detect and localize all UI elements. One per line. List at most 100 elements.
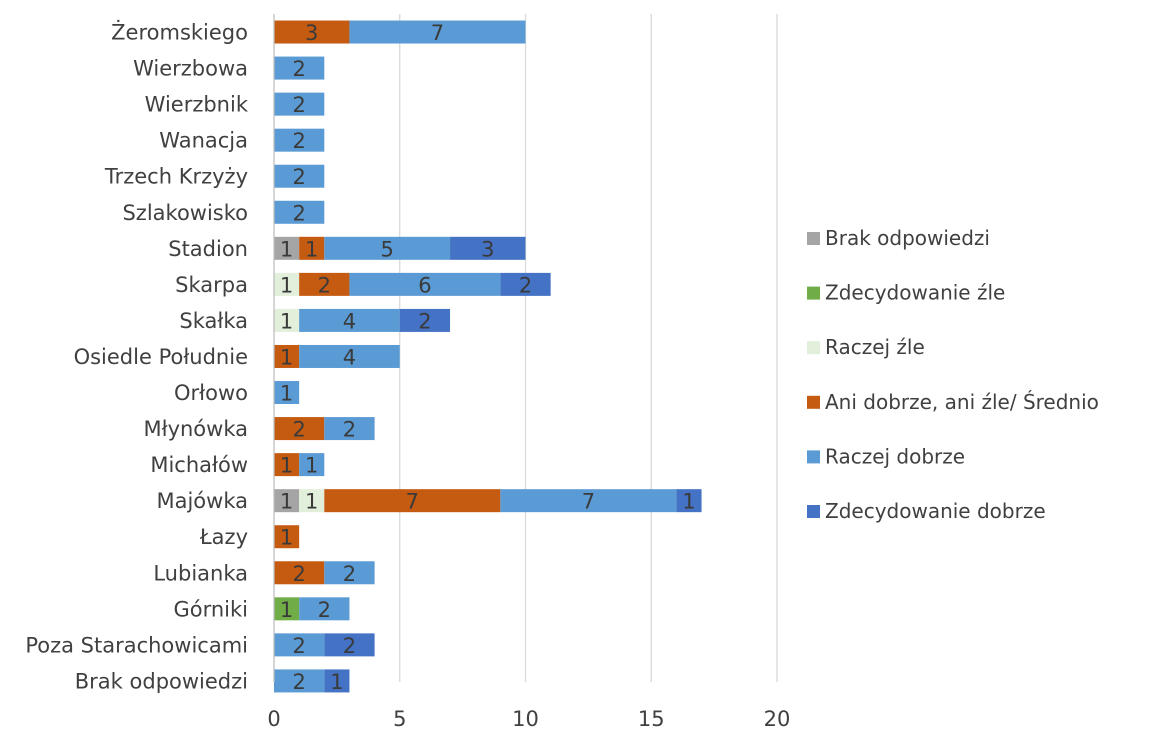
legend-swatch-raczej-dobrze (807, 450, 820, 464)
data-label: 4 (343, 309, 356, 333)
category-label-gorniki: Górniki (173, 597, 248, 621)
data-label: 1 (280, 526, 293, 550)
category-label-stadion: Stadion (168, 237, 248, 261)
category-label-orlowo: Orłowo (174, 381, 248, 405)
bar-segment-raczej-dobrze-lubianka (324, 561, 375, 585)
x-tick-label: 5 (393, 707, 406, 731)
data-label: 1 (305, 490, 318, 514)
bar-segment-ani-dobrze-ani-zle-srednio-skarpa (299, 272, 350, 296)
category-label-osiedle-poludnie: Osiedle Południe (74, 345, 248, 369)
legend-label-ani-dobrze-ani-zle-srednio: Ani dobrze, ani źle/ Średnio (825, 390, 1099, 414)
bar-segment-raczej-dobrze-osiedle-poludnie (299, 344, 400, 368)
bar-segment-raczej-dobrze-wanacja (274, 128, 325, 152)
data-label: 2 (343, 562, 356, 586)
data-label: 2 (343, 634, 356, 658)
data-label: 1 (280, 382, 293, 406)
data-label: 7 (406, 490, 419, 514)
category-label-majowka: Majówka (156, 489, 248, 513)
data-label: 1 (280, 598, 293, 622)
bar-segment-ani-dobrze-ani-zle-srednio-stadion (299, 236, 325, 260)
category-label-wierzbnik: Wierzbnik (145, 93, 249, 117)
bar-segment-raczej-dobrze-zeromskiego (349, 20, 526, 44)
data-label: 1 (305, 237, 318, 261)
x-tick-label: 20 (764, 707, 791, 731)
data-label: 7 (431, 21, 444, 45)
data-label: 1 (280, 490, 293, 514)
bar-segment-raczej-dobrze-brak-odpowiedzi (274, 669, 325, 693)
bar-segment-zdecydowanie-dobrze-majowka (676, 489, 702, 513)
bar-segment-ani-dobrze-ani-zle-srednio-zeromskiego (274, 20, 350, 44)
legend-label-zdecydowanie-zle: Zdecydowanie źle (825, 281, 1005, 305)
data-label: 2 (292, 165, 305, 189)
bar-segment-raczej-zle-skarpa (274, 272, 300, 296)
category-label-michalow: Michałów (150, 453, 248, 477)
category-label-skalka: Skałka (179, 309, 248, 333)
data-label: 1 (305, 454, 318, 478)
bar-segment-raczej-zle-majowka (299, 489, 325, 513)
legend-swatch-raczej-zle (807, 341, 820, 355)
data-label: 2 (292, 201, 305, 225)
data-label: 1 (330, 670, 343, 694)
axes: 0 5 10 15 20ŻeromskiegoWierzbowaWierzbnikWan… (25, 14, 790, 731)
legend-label-raczej-zle: Raczej źle (825, 335, 925, 359)
data-label: 2 (292, 634, 305, 658)
category-label-wierzbowa: Wierzbowa (133, 57, 248, 81)
category-label-zeromskiego: Żeromskiego (111, 20, 248, 45)
bar-segment-raczej-dobrze-poza-starachowicami (274, 633, 325, 657)
category-label-poza-starachowicami: Poza Starachowicami (25, 633, 248, 657)
data-label: 2 (318, 598, 331, 622)
data-label: 1 (280, 309, 293, 333)
gridlines (399, 14, 778, 682)
bar-segment-raczej-dobrze-skarpa (349, 272, 501, 296)
bar-segment-zdecydowanie-zle-gorniki (274, 597, 300, 621)
category-label-szlakowisko: Szlakowisko (122, 201, 248, 225)
data-label: 2 (343, 418, 356, 442)
category-label-wanacja: Wanacja (159, 129, 248, 153)
legend-label-raczej-dobrze: Raczej dobrze (825, 444, 965, 468)
legend-label-zdecydowanie-dobrze: Zdecydowanie dobrze (825, 499, 1046, 523)
data-label: 1 (280, 345, 293, 369)
data-label: 1 (682, 490, 695, 514)
data-label: 4 (343, 345, 356, 369)
data-label: 1 (280, 237, 293, 261)
legend-label-brak-odpowiedzi: Brak odpowiedzi (825, 226, 990, 250)
data-label: 2 (292, 670, 305, 694)
bar-segment-zdecydowanie-dobrze-stadion (450, 236, 526, 260)
category-label-lubianka: Lubianka (153, 561, 248, 585)
data-label: 1 (280, 454, 293, 478)
bar-segment-ani-dobrze-ani-zle-srednio-majowka (324, 489, 501, 513)
data-label: 2 (418, 309, 431, 333)
x-tick-label: 0 (267, 707, 280, 731)
bar-segment-brak-odpowiedzi-majowka (274, 489, 300, 513)
bar-segment-zdecydowanie-dobrze-skalka (399, 308, 451, 332)
category-label-skarpa: Skarpa (175, 273, 248, 297)
bar-segment-raczej-zle-skalka (274, 308, 300, 332)
x-tick-label: 10 (512, 707, 539, 731)
data-label: 2 (519, 273, 532, 297)
data-label: 2 (292, 562, 305, 586)
bar-segment-raczej-dobrze-skalka (299, 308, 400, 332)
bar-segment-raczej-dobrze-gorniki (299, 597, 350, 621)
bar-segment-zdecydowanie-dobrze-skarpa (500, 272, 551, 296)
bar-segment-ani-dobrze-ani-zle-srednio-michalow (274, 453, 300, 477)
bar-segment-ani-dobrze-ani-zle-srednio-lazy (274, 525, 300, 549)
data-label: 3 (305, 21, 318, 45)
bar-segment-raczej-dobrze-wierzbowa (274, 56, 325, 80)
legend-swatch-zdecydowanie-dobrze (807, 505, 820, 518)
bar-segment-raczej-dobrze-stadion (324, 236, 451, 260)
bar-segment-raczej-dobrze-wierzbnik (274, 92, 325, 116)
bar-segment-brak-odpowiedzi-stadion (274, 236, 300, 260)
bar-segment-zdecydowanie-dobrze-brak-odpowiedzi (324, 669, 350, 693)
category-label-mlynowka: Młynówka (143, 417, 248, 441)
bar-segment-raczej-dobrze-mlynowka (324, 417, 375, 441)
bar-segment-zdecydowanie-dobrze-poza-starachowicami (324, 633, 375, 657)
bar-segment-ani-dobrze-ani-zle-srednio-mlynowka (274, 417, 325, 441)
data-label: 3 (481, 237, 494, 261)
bar-segment-raczej-dobrze-szlakowisko (274, 200, 325, 224)
bar-segment-raczej-dobrze-michalow (299, 453, 325, 477)
data-label: 2 (292, 93, 305, 117)
x-tick-label: 15 (638, 707, 665, 731)
bar-segment-ani-dobrze-ani-zle-srednio-lubianka (274, 561, 325, 585)
data-label: 5 (380, 237, 393, 261)
